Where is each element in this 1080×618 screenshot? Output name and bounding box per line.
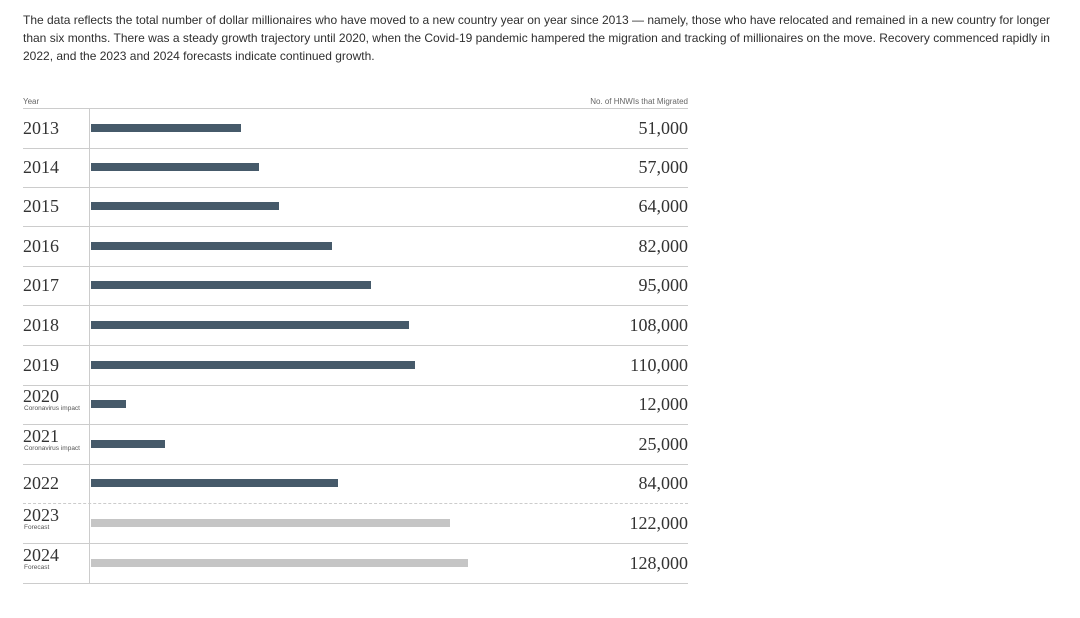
chart-row: 2013 51,000 bbox=[23, 108, 688, 149]
value-label: 82,000 bbox=[638, 235, 689, 256]
chart-row: 2015 64,000 bbox=[23, 187, 689, 228]
year-label: 2018 bbox=[23, 315, 59, 335]
year-label: 2023 bbox=[23, 505, 59, 525]
year-label: 2014 bbox=[23, 156, 59, 177]
value-label: 110,000 bbox=[630, 354, 688, 375]
data-bar bbox=[91, 241, 332, 250]
year-label: 2016 bbox=[23, 235, 59, 256]
chart-row: 2016 82,000 bbox=[23, 227, 688, 267]
data-bar bbox=[91, 479, 338, 488]
data-bar bbox=[91, 439, 165, 448]
data-bar bbox=[91, 124, 241, 132]
data-bar bbox=[91, 400, 126, 409]
value-label: 51,000 bbox=[638, 118, 689, 138]
value-column-header: No. of HNWIs that Migrated bbox=[590, 97, 688, 106]
year-label: 2020 bbox=[23, 386, 59, 407]
data-bar bbox=[91, 162, 259, 171]
value-label: 12,000 bbox=[638, 394, 689, 415]
value-label: 57,000 bbox=[638, 156, 689, 177]
year-label: 2022 bbox=[23, 473, 59, 494]
year-column-header: Year bbox=[23, 97, 40, 106]
footnote-text bbox=[23, 612, 363, 618]
chart-row: 2018 108,000 bbox=[23, 306, 688, 346]
year-label: 2015 bbox=[23, 196, 59, 217]
chart-row: 2021 Coronavirus impact 25,000 bbox=[23, 425, 688, 465]
description-text: The data reflects the total number of do… bbox=[23, 13, 1051, 63]
chart-row: 2017 95,000 bbox=[23, 266, 689, 307]
value-label: 84,000 bbox=[638, 473, 689, 494]
migration-bar-chart: Year No. of HNWIs that Migrated 2013 51,0… bbox=[23, 95, 688, 595]
value-label: 122,000 bbox=[629, 513, 689, 533]
chart-row: 2023 Forecast 122,000 bbox=[23, 504, 688, 544]
year-note: Forecast bbox=[24, 524, 50, 531]
year-note: Coronavirus impact bbox=[24, 444, 80, 452]
data-bar bbox=[91, 281, 371, 290]
value-label: 108,000 bbox=[629, 315, 689, 335]
chart-row: 2024 Forecast 128,000 bbox=[23, 544, 688, 584]
data-bar bbox=[91, 202, 279, 211]
value-label: 128,000 bbox=[629, 552, 689, 573]
data-bar bbox=[91, 321, 409, 329]
chart-row: 2020 Coronavirus impact 12,000 bbox=[23, 385, 689, 426]
year-label: 2021 bbox=[23, 425, 59, 446]
forecast-bar bbox=[91, 519, 450, 527]
year-label: 2013 bbox=[23, 118, 59, 138]
value-label: 64,000 bbox=[638, 196, 689, 217]
chart-row: 2022 84,000 bbox=[23, 464, 689, 505]
year-label: 2017 bbox=[23, 275, 59, 296]
chart-row: 2019 110,000 bbox=[23, 346, 688, 386]
forecast-bar bbox=[91, 558, 468, 567]
year-label: 2019 bbox=[23, 354, 59, 375]
year-note: Coronavirus impact bbox=[24, 405, 80, 413]
chart-axis-line bbox=[89, 109, 90, 583]
value-label: 95,000 bbox=[638, 275, 689, 296]
value-label: 25,000 bbox=[638, 433, 689, 454]
year-label: 2024 bbox=[23, 544, 59, 565]
chart-row: 2014 57,000 bbox=[23, 148, 688, 188]
data-bar bbox=[91, 360, 415, 369]
year-note: Forecast bbox=[24, 563, 50, 571]
